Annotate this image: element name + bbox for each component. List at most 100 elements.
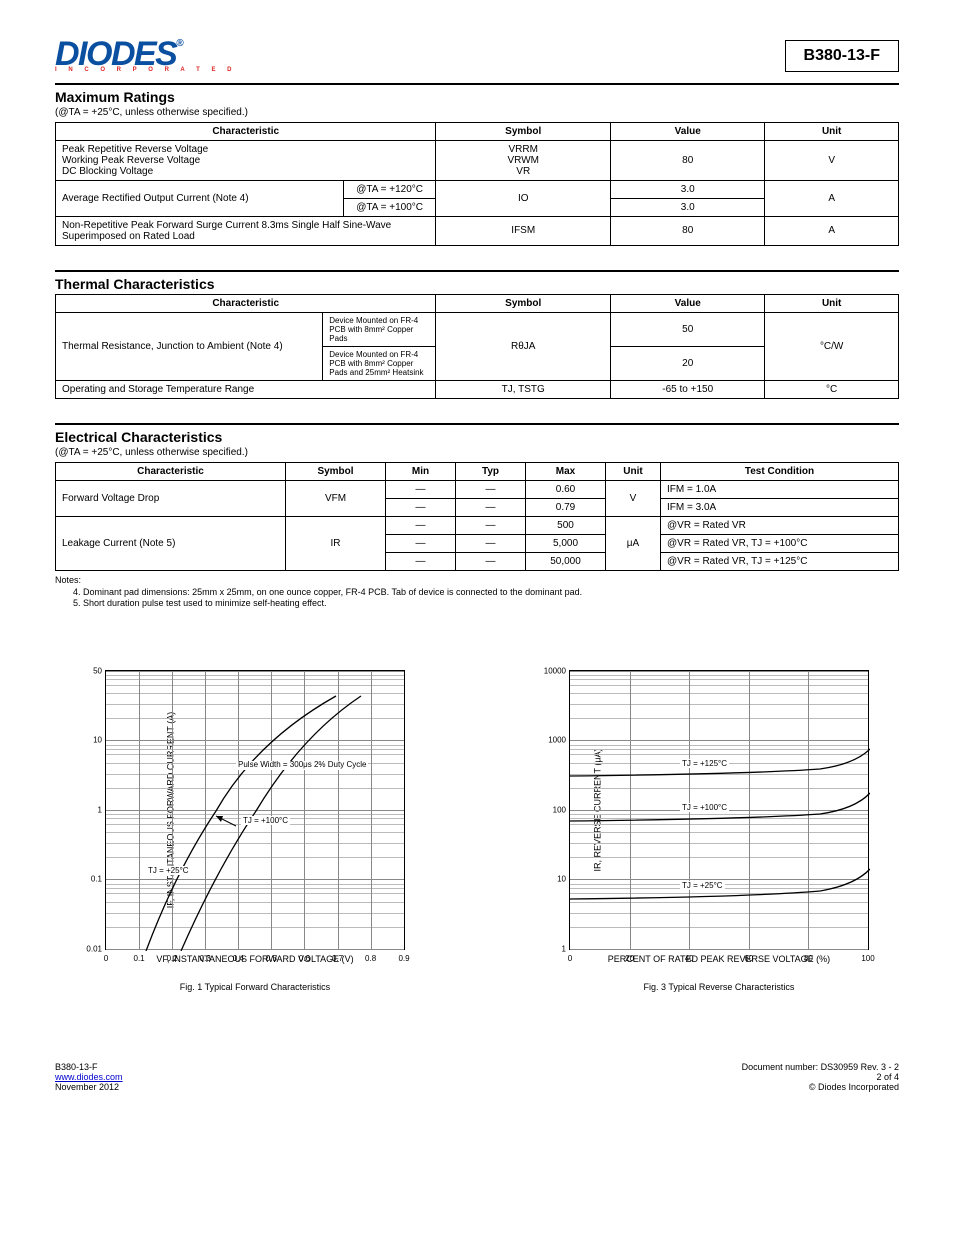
cell-unit: V [606,480,661,516]
notes: Notes: 4. Dominant pad dimensions: 25mm … [55,575,899,610]
x-tick: 40 [685,954,694,963]
y-tick: 10 [540,875,566,884]
cell-value: 50 [611,312,765,346]
x-tick: 0 [104,954,108,963]
cell-max: 5,000 [526,534,606,552]
x-tick: 0.8 [365,954,376,963]
footer-part: B380-13-F [55,1062,98,1072]
footer: B380-13-F Document number: DS30959 Rev. … [55,1062,899,1092]
y-tick: 10000 [540,666,566,675]
table-header-row: Characteristic Symbol Min Typ Max Unit T… [56,462,899,480]
table-row: Forward Voltage Drop VFM — — 0.60 V IFM … [56,480,899,498]
cell-characteristic: Operating and Storage Temperature Range [56,380,436,398]
section-subnote: (@TA = +25°C, unless otherwise specified… [55,107,899,118]
footer-doc-number: Document number: DS30959 Rev. 3 - 2 [742,1062,899,1072]
divider [55,270,899,272]
section-title-elec: Electrical Characteristics [55,429,899,445]
cell-typ: — [456,534,526,552]
cell-value: 80 [611,140,765,180]
table-row: Non-Repetitive Peak Forward Surge Curren… [56,216,899,245]
x-tick: 0.7 [332,954,343,963]
cell-test-condition: IFM = 3.0A [661,498,899,516]
chart-annotation: Pulse Width = 300μs 2% Duty Cycle [236,761,368,770]
footer-page: 2 of 4 [876,1072,899,1082]
cell-value: 20 [611,346,765,380]
col-min: Min [386,462,456,480]
cell-typ: — [456,552,526,570]
cell-unit: °C/W [765,312,899,380]
cell-condition: @TA = +100°C [343,198,436,216]
col-unit: Unit [606,462,661,480]
table-thermal: Characteristic Symbol Value Unit Thermal… [55,294,899,399]
col-symbol: Symbol [436,122,611,140]
footer-date: November 2012 [55,1082,119,1092]
cell-test-condition: @VR = Rated VR, TJ = +125°C [661,552,899,570]
table-row: Leakage Current (Note 5) IR — — 500 μA @… [56,516,899,534]
x-tick: 0.2 [167,954,178,963]
col-typ: Typ [456,462,526,480]
cell-symbol: IR [286,516,386,570]
chart-fig1: IF, INSTANTANEOUS FORWARD CURRENT (A) 0.… [65,670,425,992]
section-title-abs-max: Maximum Ratings [55,89,899,105]
table-abs-max: Characteristic Symbol Value Unit Peak Re… [55,122,899,246]
y-tick: 10 [76,736,102,745]
cell-symbol: RθJA [436,312,611,380]
cell-test-condition: @VR = Rated VR, TJ = +100°C [661,534,899,552]
col-unit: Unit [765,294,899,312]
table-row: Peak Repetitive Reverse Voltage Working … [56,140,899,180]
cell-min: — [386,552,456,570]
cell-symbol: IO [436,180,611,216]
cell-condition: @TA = +120°C [343,180,436,198]
note-4: 4. Dominant pad dimensions: 25mm x 25mm,… [55,587,899,599]
x-tick: 0.3 [200,954,211,963]
cell-characteristic: Non-Repetitive Peak Forward Surge Curren… [56,216,436,245]
x-tick: 0.1 [134,954,145,963]
note-5: 5. Short duration pulse test used to min… [55,598,899,610]
cell-unit: A [765,216,899,245]
y-tick: 0.01 [76,944,102,953]
cell-unit: μA [606,516,661,570]
col-symbol: Symbol [286,462,386,480]
cell-typ: — [456,498,526,516]
col-value: Value [611,122,765,140]
section-title-thermal: Thermal Characteristics [55,276,899,292]
page: DIODES® I N C O R P O R A T E D B380-13-… [0,0,954,1132]
y-tick: 1000 [540,736,566,745]
table-row: Operating and Storage Temperature Range … [56,380,899,398]
cell-max: 0.79 [526,498,606,516]
chart-frame: IF, INSTANTANEOUS FORWARD CURRENT (A) 0.… [105,670,405,950]
col-unit: Unit [765,122,899,140]
chart-annotation: TJ = +25°C [146,866,191,875]
cell-symbol: VRRM VRWM VR [436,140,611,180]
footer-link[interactable]: www.diodes.com [55,1072,123,1082]
col-max: Max [526,462,606,480]
col-characteristic: Characteristic [56,294,436,312]
cell-min: — [386,480,456,498]
y-tick: 1 [540,944,566,953]
figure-caption: Fig. 1 Typical Forward Characteristics [105,982,405,992]
divider [55,83,899,85]
cell-condition: Device Mounted on FR-4 PCB with 8mm² Cop… [323,312,436,346]
cell-test-condition: @VR = Rated VR [661,516,899,534]
table-header-row: Characteristic Symbol Value Unit [56,122,899,140]
cell-characteristic: Leakage Current (Note 5) [56,516,286,570]
chart-curves [106,671,406,951]
figure-caption: Fig. 3 Typical Reverse Characteristics [569,982,869,992]
x-tick: 60 [744,954,753,963]
col-characteristic: Characteristic [56,462,286,480]
cell-value: -65 to +150 [611,380,765,398]
cell-characteristic: Average Rectified Output Current (Note 4… [56,180,344,216]
x-tick: 80 [804,954,813,963]
cell-max: 50,000 [526,552,606,570]
cell-unit: V [765,140,899,180]
cell-min: — [386,534,456,552]
cell-symbol: VFM [286,480,386,516]
cell-characteristic: Peak Repetitive Reverse Voltage Working … [56,140,436,180]
divider [55,423,899,425]
logo-main: DIODES® [55,40,236,69]
cell-unit: °C [765,380,899,398]
x-tick: 0.4 [233,954,244,963]
cell-min: — [386,498,456,516]
table-elec: Characteristic Symbol Min Typ Max Unit T… [55,462,899,571]
cell-characteristic: Thermal Resistance, Junction to Ambient … [56,312,323,380]
